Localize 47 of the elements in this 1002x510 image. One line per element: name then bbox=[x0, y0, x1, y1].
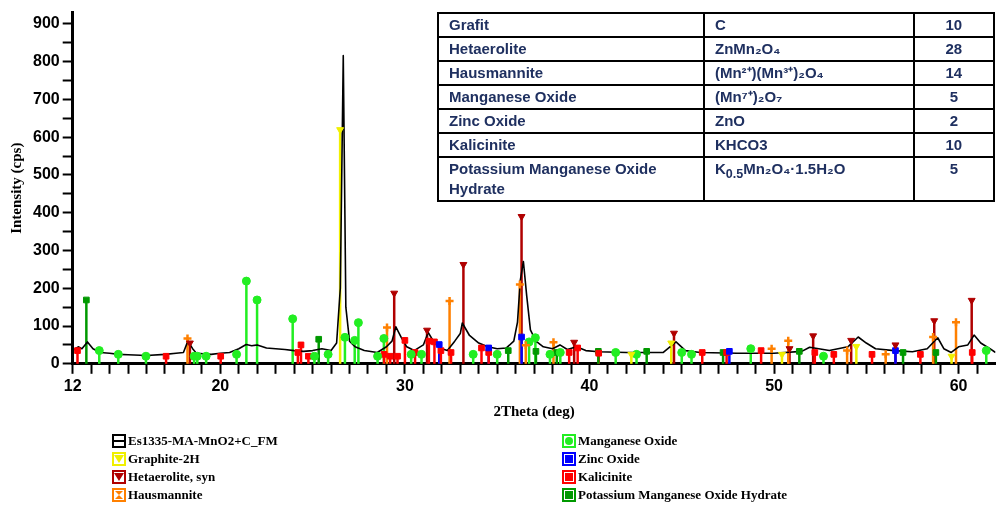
x-tick-label: 30 bbox=[396, 376, 414, 394]
annotation: (Mn⁷⁺)₂O₇ bbox=[703, 85, 914, 109]
annotation: Hausmannite bbox=[438, 61, 704, 85]
legend-label: Hausmannite bbox=[128, 487, 203, 503]
legend-label: Graphite-2H bbox=[128, 451, 200, 467]
annotation: Manganese Oxide bbox=[438, 85, 704, 109]
annotation: Kalicinite bbox=[438, 133, 704, 157]
annotation: Grafit bbox=[438, 13, 704, 37]
annotation: 5 bbox=[913, 157, 994, 201]
legend-label: Es1335-MA-MnO2+C_FM bbox=[128, 433, 278, 449]
annotation: Zinc Oxide bbox=[438, 109, 704, 133]
x-tick-label: 12 bbox=[63, 376, 82, 394]
annotation: 10 bbox=[913, 13, 994, 37]
x-tick-label: 40 bbox=[580, 376, 599, 394]
annotation: 2 bbox=[913, 109, 994, 133]
legend-label: Kalicinite bbox=[578, 469, 633, 485]
annotation: K$_{0.5}$Mn₂O₄·1.5H₂O bbox=[703, 157, 914, 201]
x-tick-label: 20 bbox=[211, 376, 230, 394]
annotation: (Mn²⁺)(Mn³⁺)₂O₄ bbox=[703, 61, 914, 85]
annotation: 10 bbox=[913, 133, 994, 157]
y-tick-label: 500 bbox=[32, 165, 60, 183]
annotation: 28 bbox=[913, 37, 994, 61]
annotation: ZnO bbox=[703, 109, 914, 133]
annotation: KHCO3 bbox=[703, 133, 914, 157]
annotation: C bbox=[703, 13, 914, 37]
y-tick-label: 800 bbox=[32, 52, 60, 70]
legend-label: Potassium Manganese Oxide Hydrate bbox=[578, 487, 788, 503]
legend-label: Hetaerolite, syn bbox=[128, 469, 216, 485]
annotation: Potassium Manganese Oxide Hydrate bbox=[438, 157, 704, 201]
annotation: 14 bbox=[913, 61, 994, 85]
y-tick-label: 900 bbox=[32, 14, 60, 32]
y-tick-label: 400 bbox=[32, 203, 60, 221]
y-tick-label: 0 bbox=[50, 354, 60, 372]
y-axis-title: Intensity (cps) bbox=[7, 142, 25, 234]
x-axis-title: 2Theta (deg) bbox=[493, 402, 575, 420]
annotation: Hetaerolite bbox=[438, 37, 704, 61]
annotation: 5 bbox=[913, 85, 994, 109]
y-tick-label: 600 bbox=[32, 127, 60, 145]
x-tick-label: 60 bbox=[949, 376, 968, 394]
y-tick-label: 100 bbox=[32, 316, 60, 334]
y-tick-label: 300 bbox=[32, 240, 60, 258]
legend-label: Manganese Oxide bbox=[578, 433, 678, 449]
legend-label: Zinc Oxide bbox=[578, 451, 640, 467]
annotation: ZnMn₂O₄ bbox=[703, 37, 914, 61]
x-tick-label: 50 bbox=[765, 376, 784, 394]
y-tick-label: 200 bbox=[32, 278, 60, 296]
y-tick-label: 700 bbox=[32, 89, 60, 107]
